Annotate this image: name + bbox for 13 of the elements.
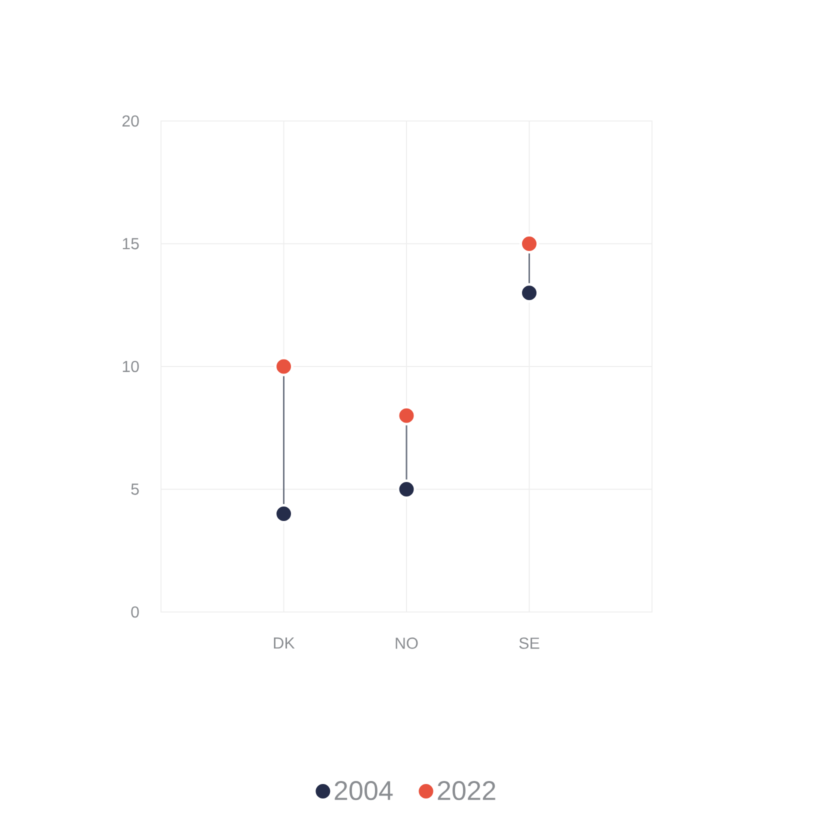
y-tick-label: 5 xyxy=(131,484,139,495)
y-tick-label: 0 xyxy=(131,606,139,618)
point xyxy=(396,479,416,499)
x-tick-label: SE xyxy=(519,638,540,649)
point xyxy=(274,356,294,376)
legend-label: 2004 xyxy=(334,781,393,800)
legend-label: 2022 xyxy=(438,781,496,800)
y-tick-label: 15 xyxy=(122,238,139,250)
y-tick-label: 10 xyxy=(122,360,139,372)
point xyxy=(520,234,540,254)
y-tick-label: 20 xyxy=(122,115,139,127)
x-tick-label: DK xyxy=(274,638,295,649)
x-tick-label: NO xyxy=(396,638,418,649)
